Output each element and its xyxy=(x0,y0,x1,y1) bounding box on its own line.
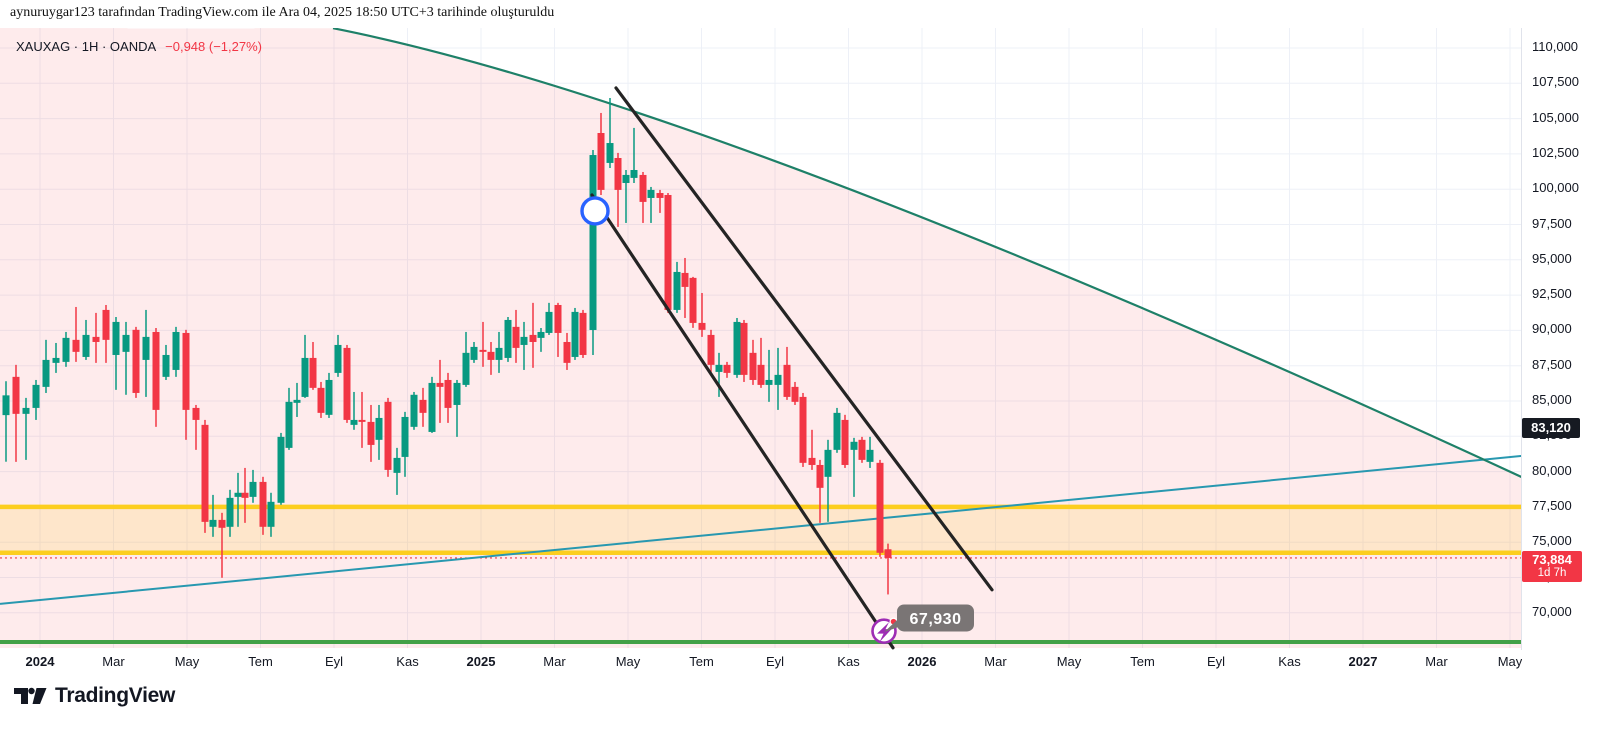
price-tick-label: 80,000 xyxy=(1532,462,1572,478)
price-tick-label: 70,000 xyxy=(1532,603,1572,619)
price-tick-label: 95,000 xyxy=(1532,250,1572,266)
time-tick-label: May xyxy=(1497,654,1522,669)
time-tick-label: Mar xyxy=(984,654,1007,669)
tradingview-logo: TradingView xyxy=(12,682,175,710)
bar-countdown: 1d 7h xyxy=(1537,566,1567,579)
descending-resistance-line[interactable] xyxy=(332,27,1522,479)
time-tick-label: Kas xyxy=(396,654,419,669)
price-tick-label: 107,500 xyxy=(1532,74,1579,90)
time-tick-label: Tem xyxy=(1130,654,1155,669)
price-tick-label: 85,000 xyxy=(1532,392,1572,407)
price-tick-label: 102,500 xyxy=(1532,144,1579,160)
price-label-dark: 83,120 xyxy=(1522,417,1580,438)
time-tick-label: May xyxy=(615,654,641,669)
time-tick-label: Eyl xyxy=(1206,654,1226,669)
tradingview-logo-text: TradingView xyxy=(55,684,176,707)
price-chart-plot[interactable]: 67,930 xyxy=(0,0,1522,675)
entry-circle-marker[interactable] xyxy=(580,196,610,226)
price-tick-label: 87,500 xyxy=(1532,356,1572,372)
symbol-title[interactable]: XAUXAG · 1H · OANDA xyxy=(16,39,157,54)
alert-callout-text: 67,930 xyxy=(910,611,962,628)
price-change: −0,948 (−1,27%) xyxy=(165,39,262,54)
time-tick-label: Mar xyxy=(102,654,125,669)
price-tick-label: 110,000 xyxy=(1532,39,1579,54)
alert-price-callout: 67,930 xyxy=(884,604,974,633)
price-tick-label: 105,000 xyxy=(1532,109,1579,125)
time-tick-label: Kas xyxy=(1278,654,1301,669)
price-tick-label: 77,500 xyxy=(1532,497,1572,513)
axis-separator xyxy=(1521,0,1522,675)
time-tick-label: Mar xyxy=(543,654,566,669)
candlestick-series[interactable] xyxy=(2,97,892,595)
price-tick-label: 75,000 xyxy=(1532,533,1572,549)
attribution-text: aynuruygar123 tarafından TradingView.com… xyxy=(0,0,1600,28)
price-tick-label: 100,000 xyxy=(1532,180,1579,196)
time-tick-label: Eyl xyxy=(324,654,344,669)
time-tick-label: 2024 xyxy=(25,654,55,669)
channel-line-left[interactable] xyxy=(590,193,895,650)
price-tick-label: 92,500 xyxy=(1532,286,1572,302)
time-tick-label: Mar xyxy=(1425,654,1448,669)
last-price-value: 73,884 xyxy=(1532,551,1572,567)
tradingview-logo-icon xyxy=(14,687,47,704)
last-price-label: 73,884 1d 7h xyxy=(1522,550,1582,582)
time-tick-label: Eyl xyxy=(765,654,785,669)
time-tick-label: Tem xyxy=(248,654,273,669)
time-tick-label: May xyxy=(1056,654,1082,669)
ascending-trendline[interactable] xyxy=(0,454,1522,605)
symbol-legend[interactable]: XAUXAG · 1H · OANDA −0,948 (−1,27%) xyxy=(16,39,262,54)
price-tick-label: 97,500 xyxy=(1532,215,1572,231)
alert-bolt-icon[interactable] xyxy=(871,617,898,644)
time-tick-label: Kas xyxy=(837,654,860,669)
time-tick-label: 2026 xyxy=(907,654,937,669)
time-tick-label: May xyxy=(174,654,200,669)
time-tick-label: 2025 xyxy=(466,654,496,669)
time-axis[interactable]: 2024 Mar May Tem Eyl Kas 2025 Mar May Tem Eyl Kas 20… xyxy=(0,650,1522,675)
time-tick-label: 2027 xyxy=(1348,654,1378,669)
channel-line-right[interactable] xyxy=(614,86,994,592)
price-tick-label: 90,000 xyxy=(1532,321,1572,337)
price-axis[interactable]: 70,00072,50075,00077,50080,00082,50085,0… xyxy=(1522,0,1600,675)
time-tick-label: Tem xyxy=(689,654,714,669)
